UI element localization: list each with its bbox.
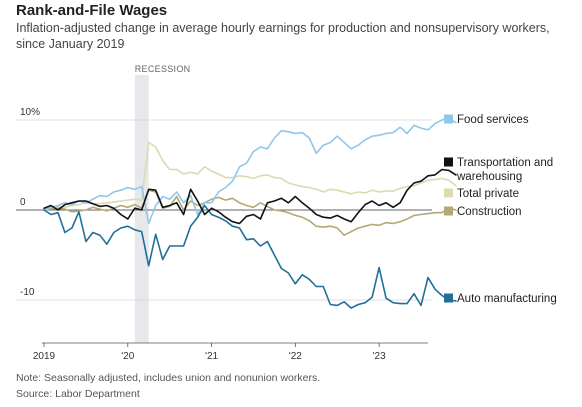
recession-label: RECESSION — [135, 64, 191, 74]
axis: 2019 '20 '21 '22 '23 — [33, 342, 428, 362]
y-tick-label: 0 — [20, 197, 26, 208]
legend: Food services Transportation and warehousi… — [444, 114, 557, 305]
legend-swatch — [444, 293, 453, 303]
footnote: Note: Seasonally adjusted, includes unio… — [16, 372, 321, 384]
series-line-food-services — [43, 117, 457, 225]
source-note: Source: Labor Department — [16, 388, 140, 400]
chart-subtitle: Inflation-adjusted change in average hou… — [16, 21, 550, 51]
x-tick-label: 2019 — [33, 351, 56, 362]
series-lines — [43, 117, 457, 309]
legend-swatch — [444, 188, 453, 198]
legend-swatch — [444, 206, 453, 216]
x-tick-label: '21 — [205, 351, 218, 362]
x-tick-label: '20 — [121, 351, 134, 362]
series-line-transportation-and-warehousing — [43, 168, 457, 225]
legend-label: Transportation and warehousing — [456, 157, 553, 183]
legend-label: Food services — [457, 114, 529, 126]
legend-label: Auto manufacturing — [457, 293, 557, 305]
x-tick-label: '22 — [289, 351, 302, 362]
y-tick-label: 10% — [20, 107, 40, 118]
y-tick-label: -10 — [20, 287, 35, 298]
legend-label: Construction — [457, 206, 522, 218]
legend-swatch — [444, 114, 453, 124]
chart-title: Rank-and-File Wages — [16, 2, 168, 19]
series-line-total-private — [43, 141, 457, 211]
grid-lines: 10% 0 -10 — [16, 107, 432, 301]
x-tick-label: '23 — [373, 351, 386, 362]
series-line-auto-manufacturing — [43, 204, 457, 309]
legend-swatch — [444, 157, 453, 167]
legend-label: Total private — [457, 188, 519, 200]
series-line-construction — [43, 189, 457, 236]
